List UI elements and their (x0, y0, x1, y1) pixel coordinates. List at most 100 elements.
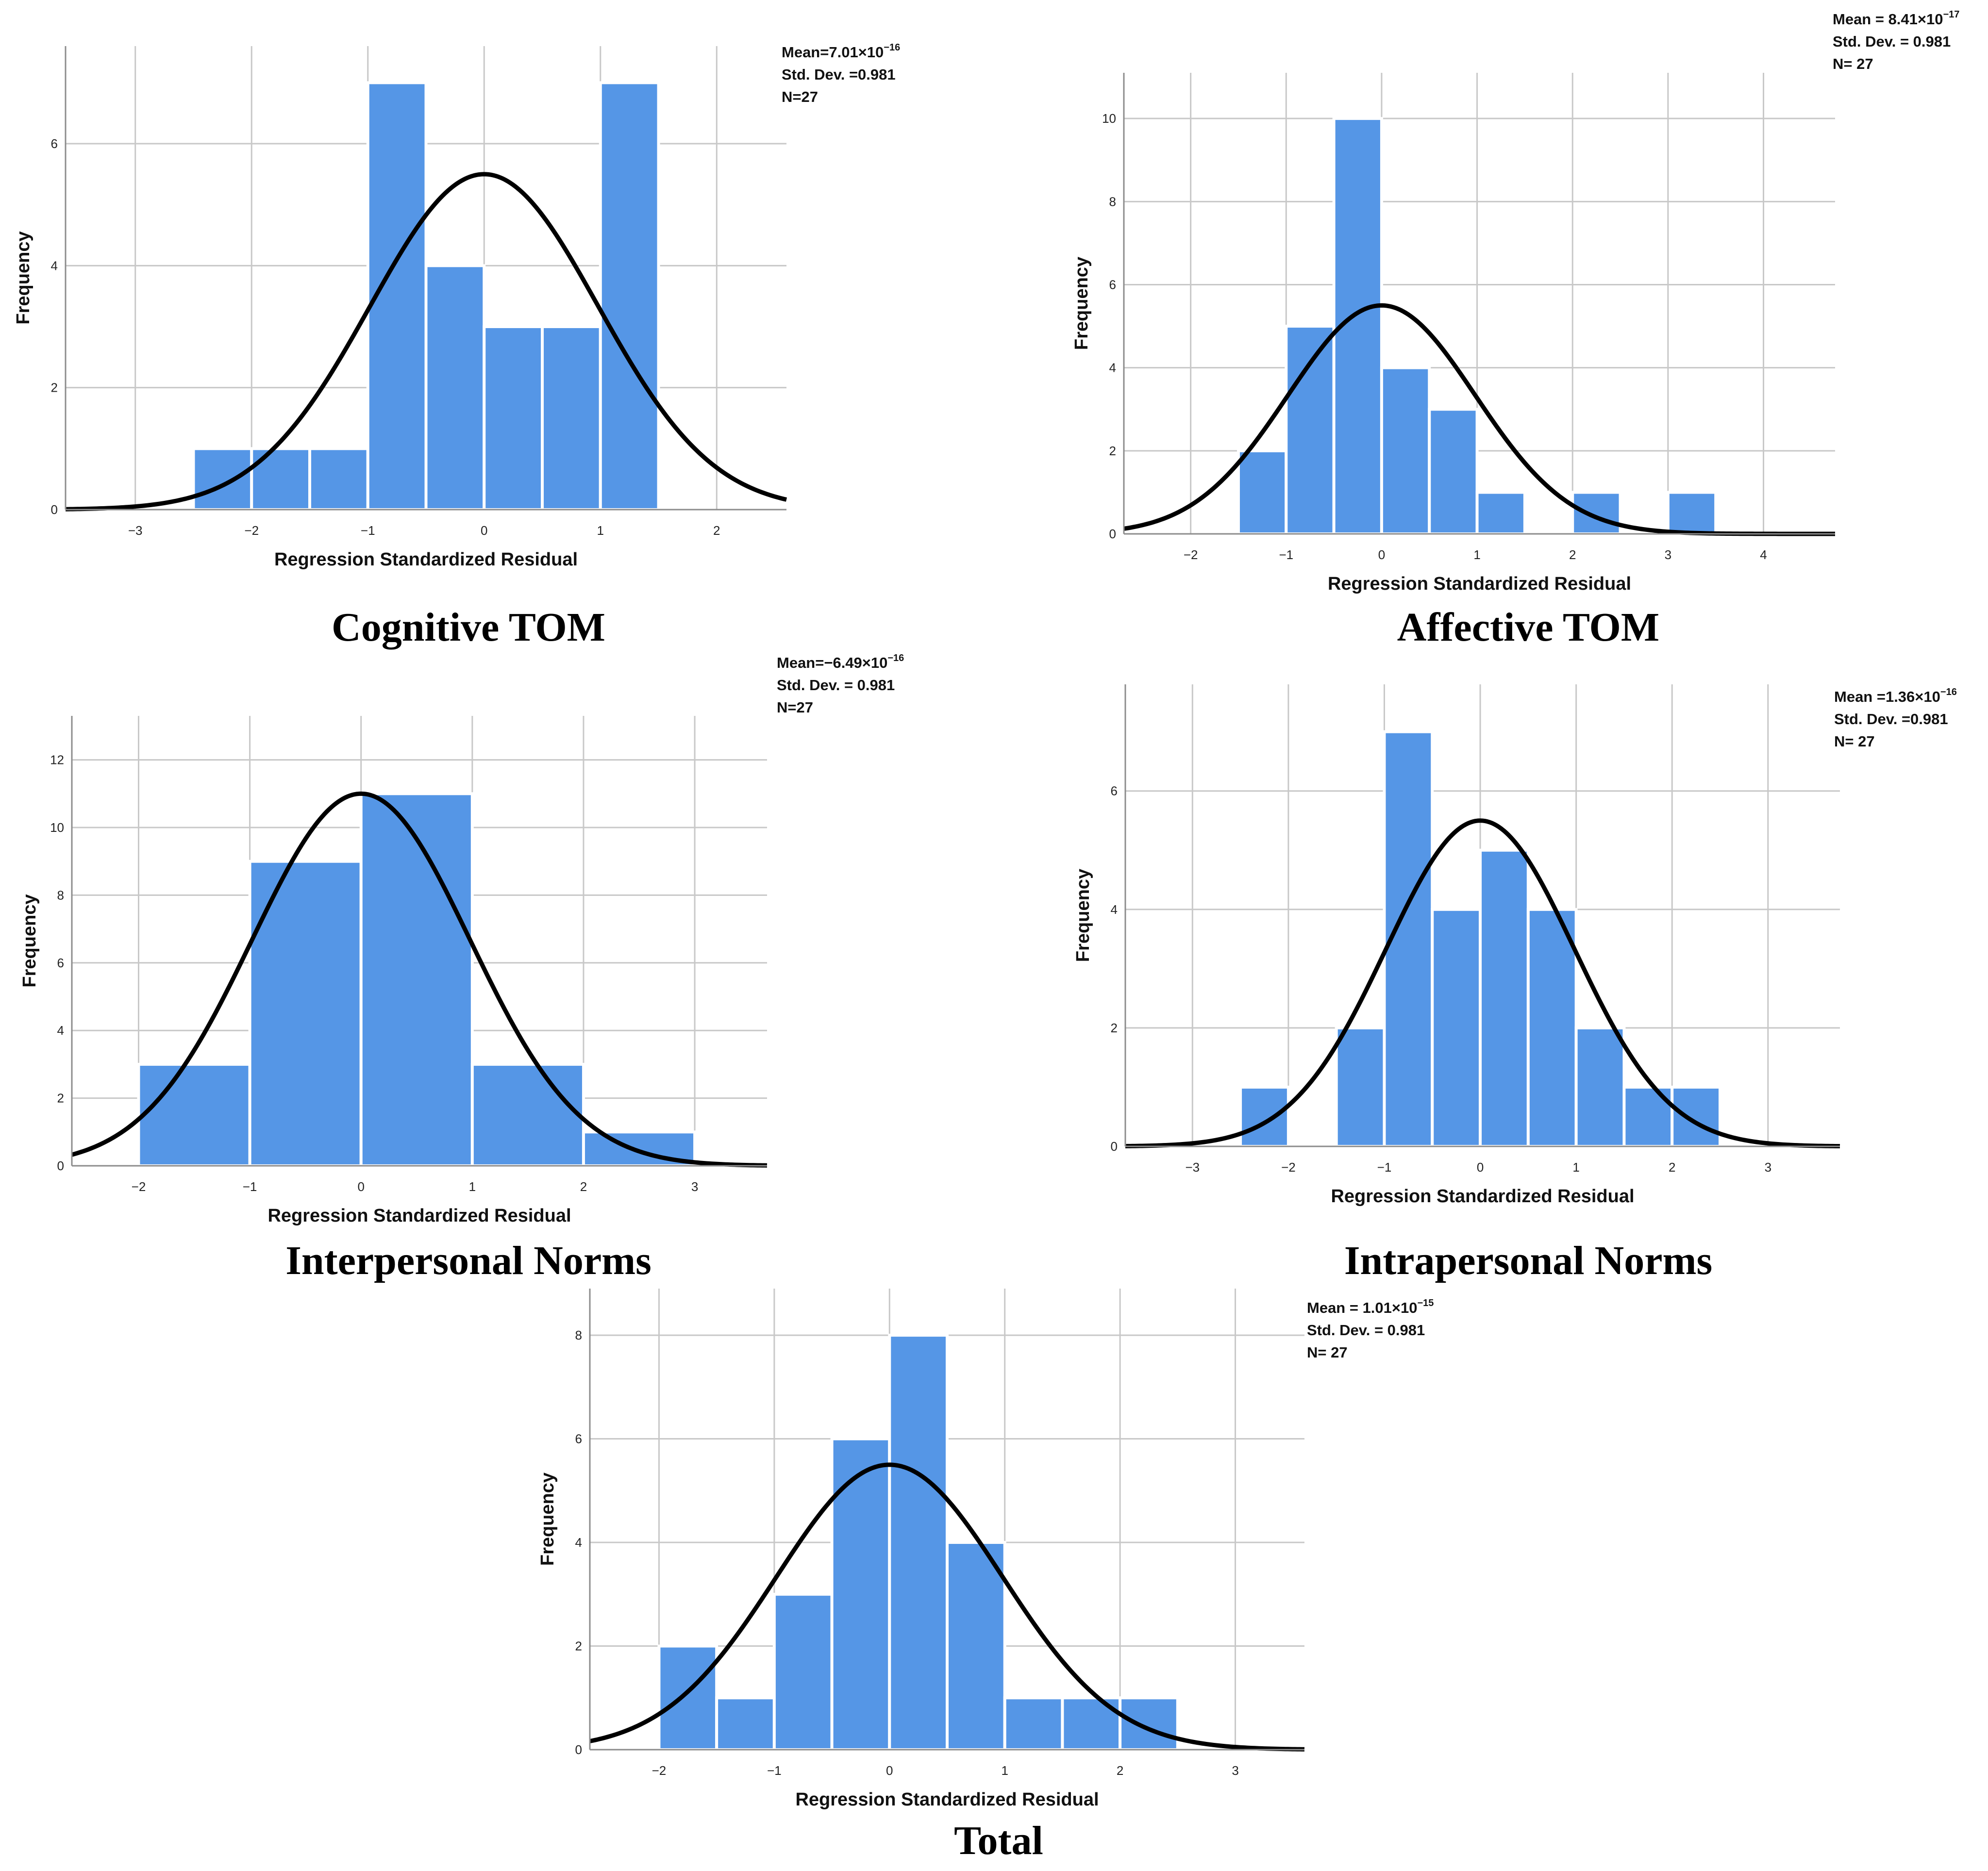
stats-mean-base: Mean=7.01×10 (782, 44, 884, 61)
x-tick-label: −2 (132, 1179, 146, 1194)
stats-mean-base: Mean =1.36×10 (1834, 688, 1940, 705)
histogram-bar (541, 325, 602, 511)
histogram-bar (1003, 1696, 1064, 1752)
normal-curve (71, 791, 768, 1168)
y-tick-label: 6 (1109, 277, 1116, 292)
normal-curve (65, 172, 787, 512)
x-tick-label: 0 (1378, 547, 1385, 562)
y-tick-label: 2 (1111, 1021, 1118, 1035)
y-axis-title: Frequency (537, 1473, 558, 1566)
x-axis-title: Regression Standardized Residual (1328, 574, 1631, 594)
histogram-bar (1428, 408, 1479, 535)
x-tick-label: 3 (691, 1179, 698, 1194)
histogram-bar (1671, 1085, 1722, 1148)
y-axis-title: Frequency (1071, 257, 1092, 350)
histogram-bar (1236, 449, 1288, 536)
histogram-bar (1666, 491, 1718, 536)
x-tick-label: 0 (1477, 1160, 1484, 1175)
y-tick-label: 6 (1111, 784, 1118, 798)
y-tick-label: 2 (575, 1639, 582, 1654)
histogram-bar (946, 1541, 1006, 1751)
stats-mean: Mean = 8.41×10−17 (1833, 9, 1959, 28)
histogram-bar (1526, 908, 1578, 1148)
stats-legend: Mean = 8.41×10−17 Std. Dev. = 0.981 N= 27 (1833, 9, 1959, 72)
y-tick-label: 10 (50, 820, 64, 835)
x-tick-label: 3 (1765, 1160, 1771, 1175)
stats-mean: Mean=−6.49×10−16 (777, 653, 904, 671)
histogram-bar (359, 792, 474, 1167)
histogram-bar (1285, 325, 1336, 535)
x-tick-label: 0 (886, 1763, 893, 1778)
x-tick-label: −2 (1184, 547, 1198, 562)
histogram-bar (483, 325, 544, 511)
stats-legend: Mean =1.36×10−16 Std. Dev. =0.981 N= 27 (1834, 687, 1957, 750)
y-axis-title: Frequency (1073, 869, 1093, 962)
histogram-bar (424, 264, 486, 511)
x-tick-label: −1 (1377, 1160, 1392, 1175)
x-tick-label: −3 (1185, 1160, 1200, 1175)
stats-std-dev: Std. Dev. = 0.981 (777, 677, 895, 694)
y-tick-label: 6 (51, 136, 58, 151)
stats-mean: Mean =1.36×10−16 (1834, 687, 1957, 705)
histogram-bar (1119, 1696, 1179, 1752)
stats-mean-exponent: −16 (1940, 687, 1957, 697)
y-tick-label: 8 (1109, 194, 1116, 209)
x-tick-label: 2 (1117, 1763, 1123, 1778)
y-tick-label: 0 (575, 1742, 582, 1757)
x-tick-label: 1 (1473, 547, 1480, 562)
normal-curve (589, 1462, 1305, 1752)
x-tick-label: 3 (1665, 547, 1671, 562)
x-tick-label: 1 (1572, 1160, 1579, 1175)
stats-mean-exponent: −16 (884, 42, 900, 53)
stats-n: N=27 (782, 88, 818, 105)
histogram-bar (137, 1062, 251, 1168)
histogram-bar (1431, 908, 1482, 1148)
chart-caption: Total (954, 1818, 1043, 1863)
histogram-bar (308, 447, 369, 511)
x-tick-label: −1 (243, 1179, 257, 1194)
histogram-bar (657, 1644, 718, 1751)
stats-mean-exponent: −17 (1943, 9, 1960, 20)
y-tick-label: 8 (57, 888, 64, 902)
x-tick-label: −1 (767, 1763, 782, 1778)
chart-caption: Affective TOM (1397, 605, 1659, 650)
x-tick-label: −2 (1281, 1160, 1296, 1175)
stats-n: N= 27 (1307, 1344, 1348, 1361)
x-tick-label: 2 (1569, 547, 1576, 562)
x-tick-label: −2 (652, 1763, 667, 1778)
histogram-bar (1571, 491, 1622, 536)
histogram-bar (1335, 1026, 1386, 1148)
x-axis-title: Regression Standardized Residual (1331, 1186, 1634, 1207)
x-tick-label: 0 (481, 523, 487, 538)
stats-mean-base: Mean = 1.01×10 (1307, 1299, 1418, 1316)
y-axis-title: Frequency (19, 894, 40, 987)
stats-legend: Mean = 1.01×10−15 Std. Dev. = 0.981 N= 27 (1307, 1298, 1434, 1361)
x-axis-title: Regression Standardized Residual (795, 1789, 1099, 1810)
chart-cognitive: −3 −2 −1 0 1 2 0 2 4 6 Regression Standardized Res… (13, 42, 900, 650)
chart-affective: −2 −1 0 1 2 3 4 0 2 4 6 8 10 Regression Standardized … (1071, 9, 1959, 650)
histogram-bar (1380, 366, 1431, 535)
histogram-bar (1239, 1085, 1290, 1148)
stats-n: N= 27 (1833, 55, 1873, 72)
stats-mean-exponent: −16 (887, 653, 904, 663)
y-tick-label: 4 (575, 1535, 582, 1550)
histogram-bars (137, 792, 697, 1168)
x-tick-label: 0 (357, 1179, 364, 1194)
x-tick-label: 1 (597, 523, 604, 538)
stats-n: N=27 (777, 699, 813, 716)
y-tick-label: 4 (57, 1023, 64, 1038)
y-axis-title: Frequency (13, 231, 33, 324)
stats-mean-base: Mean=−6.49×10 (777, 654, 887, 671)
chart-intrapersonal: −3 −2 −1 0 1 2 3 0 2 4 6 Regression Standardized Re… (1073, 684, 1957, 1283)
stats-legend: Mean=−6.49×10−16 Std. Dev. = 0.981 N=27 (777, 653, 904, 716)
stats-std-dev: Std. Dev. = 0.981 (1833, 33, 1951, 50)
y-tick-label: 4 (51, 258, 58, 273)
histogram-bar (1574, 1026, 1626, 1148)
histogram-bar (470, 1062, 585, 1168)
stats-mean-exponent: −15 (1418, 1298, 1434, 1308)
chart-caption: Intrapersonal Norms (1344, 1238, 1712, 1283)
stats-std-dev: Std. Dev. = 0.981 (1307, 1322, 1425, 1339)
y-tick-label: 2 (1109, 444, 1116, 458)
x-tick-label: 3 (1232, 1763, 1238, 1778)
